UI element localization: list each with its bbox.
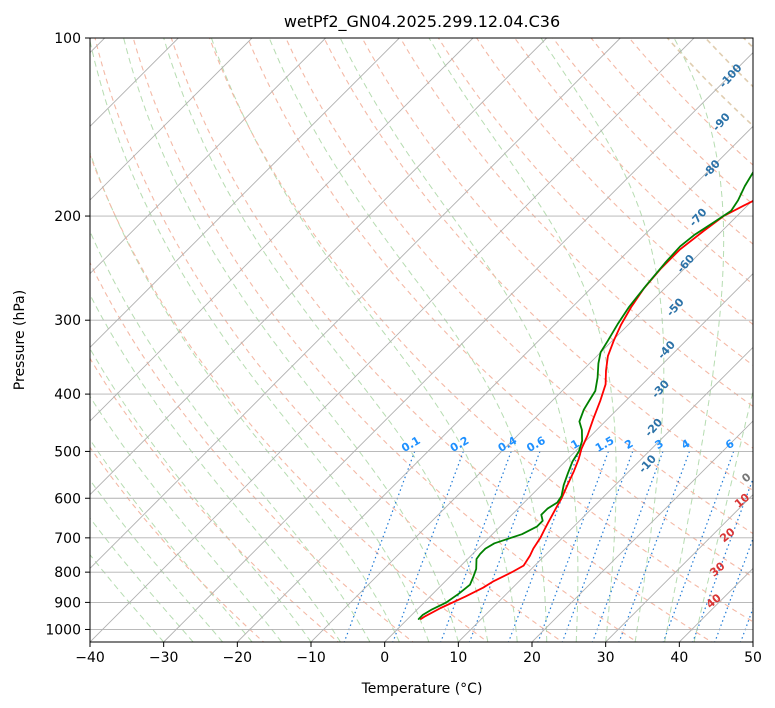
x-tick-label: −10 [296,650,326,666]
moist-adiabat-line [90,553,165,642]
moist-adiabat-line [664,38,725,642]
sounding-profiles [417,170,753,620]
y-tick-label: 1000 [45,622,81,638]
moist-adiabat-line [210,38,518,642]
mixing-ratio-line [392,451,464,642]
moist-adiabat-line [90,517,194,642]
dry-adiabat-line [90,153,489,642]
x-tick-label: −20 [223,650,253,666]
moist-adiabat-line [90,479,223,642]
x-axis-title: Temperature (°C) [361,681,483,697]
moist-adiabat-line [540,38,665,642]
dry-adiabat-line [323,38,753,492]
y-axis: 100 200 300 400 500 600 700 800 900 1000 [45,31,90,638]
isotherm-gridlines [90,38,753,642]
isotherm-line [531,420,753,642]
moist-adiabat-line [268,38,548,642]
x-tick-label: 0 [380,650,389,666]
moist-adiabat-line [90,293,341,642]
plot-frame [89,37,754,643]
isotherm-line [90,38,547,496]
isotherm-line [90,38,695,642]
dry-adiabat-line [361,38,753,449]
y-tick-label: 100 [54,31,81,47]
dry-adiabat-line [94,38,564,642]
dewpoint-profile-line [417,170,753,620]
mixing-ratio-line [561,451,634,642]
y-tick-label: 600 [54,491,81,507]
plot-background [90,38,753,642]
mixing-ratio-line [662,451,735,642]
x-tick-label: 20 [523,650,541,666]
y-tick-label: 700 [54,531,81,547]
isotherm-line [90,38,621,569]
y-tick-label: 500 [54,444,81,460]
mixing-ratio-line [714,536,753,642]
isotherm-line [237,125,753,642]
x-tick-label: 50 [744,650,762,666]
isobar-gridlines [90,38,753,630]
dry-adiabat-line [208,38,753,623]
moist-adiabat-line [90,438,253,642]
chart-title: wetPf2_GN04.2025.299.12.04.C36 [284,12,560,32]
mixing-ratio-line [591,451,664,642]
y-tick-label: 800 [54,565,81,581]
moist-adiabat-line [90,230,371,642]
x-tick-label: −30 [149,650,179,666]
moist-adiabat-line [693,388,753,642]
isotherm-line [310,199,753,642]
isotherm-line [90,38,326,275]
x-tick-label: 30 [597,650,615,666]
y-axis-title: Pressure (hPa) [12,290,28,390]
mixing-ratio-line [537,451,609,642]
moist-adiabat-line [90,395,282,642]
mixing-ratio-line [440,451,512,642]
y-tick-label: 200 [54,209,81,225]
isotherm-line [605,494,753,642]
isotherm-line [458,346,753,642]
x-tick-label: −40 [75,650,105,666]
y-tick-label: 300 [54,313,81,329]
isotherm-line [90,38,400,348]
isotherm-line [163,52,753,642]
x-tick-label: 10 [449,650,467,666]
isotherm-line [384,273,753,642]
mixing-ratio-line [343,451,416,642]
isotherm-line [90,38,474,422]
isotherm-line [90,38,253,201]
dry-adiabat-line [476,38,753,326]
x-axis: −40 −30 −20 −10 0 10 20 30 40 50 [75,642,762,666]
x-tick-label: 40 [670,650,688,666]
moist-adiabat-line [90,38,430,642]
moist-adiabats [90,38,753,642]
y-tick-label: 400 [54,387,81,403]
mixing-ratio-line [507,451,580,642]
moist-adiabat-line [428,38,617,642]
y-tick-label: 900 [54,595,81,611]
moist-adiabat-line [90,151,400,642]
moist-adiabat-line [163,38,489,642]
temperature-profile-line [420,199,753,620]
mixing-ratio-line [739,606,753,642]
mixing-ratio-line [468,451,541,642]
moist-adiabat-line [123,38,459,642]
